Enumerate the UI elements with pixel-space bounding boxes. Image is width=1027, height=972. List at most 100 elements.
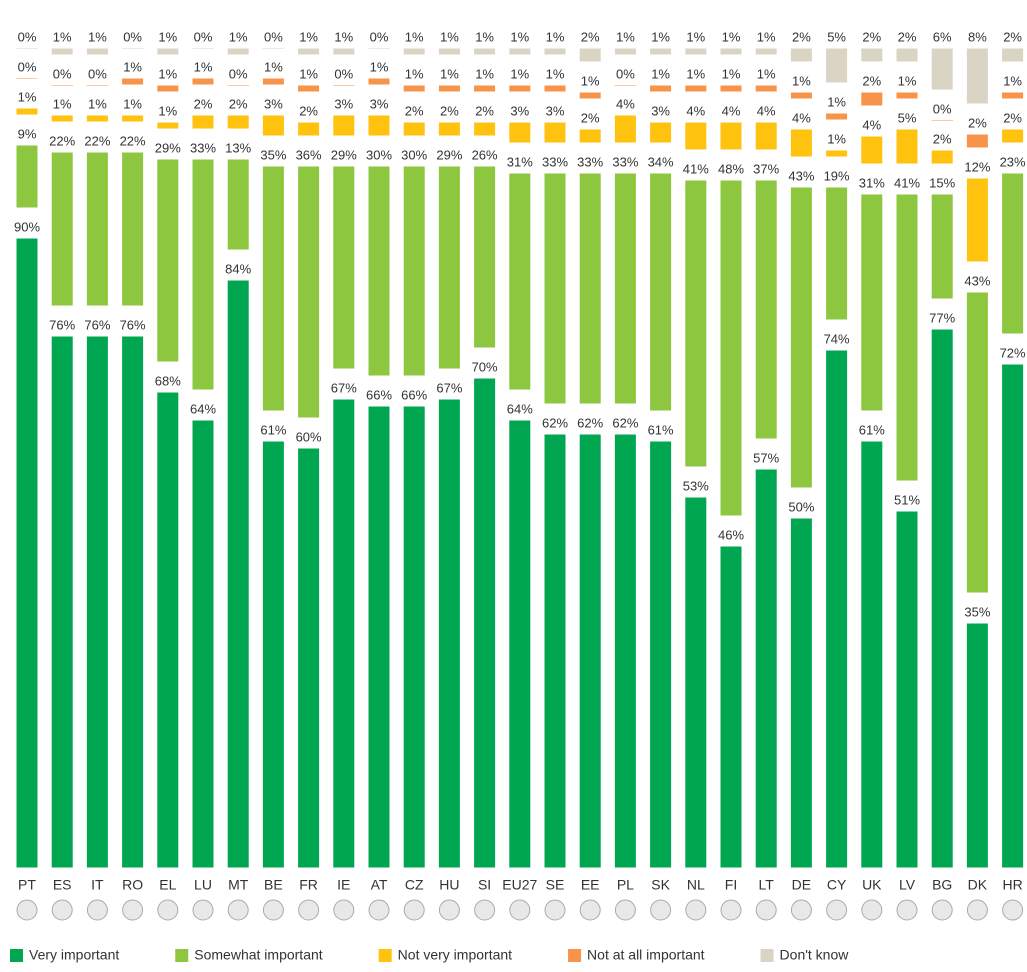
- value-label: 84%: [225, 261, 251, 276]
- value-label: 35%: [260, 147, 286, 162]
- bar-segment: [578, 128, 602, 144]
- flag: [51, 899, 73, 921]
- bar-segment: [367, 165, 391, 377]
- bar-segment: [789, 517, 813, 869]
- flag: [720, 899, 742, 921]
- flag: [896, 899, 918, 921]
- bar-segment: [367, 114, 391, 137]
- value-label: 1%: [88, 96, 107, 111]
- bar-segment: [649, 84, 673, 93]
- bar-segment: [860, 193, 884, 412]
- x-tick-label: AT: [371, 877, 388, 893]
- bar-segment: [684, 121, 708, 151]
- x-tick-label: EL: [159, 877, 176, 893]
- value-label: 8%: [968, 29, 987, 44]
- bar-segment: [332, 165, 356, 370]
- flag: [544, 899, 566, 921]
- bar-segment: [85, 47, 109, 56]
- value-label: 1%: [546, 29, 565, 44]
- value-label: 61%: [260, 422, 286, 437]
- bar-segment: [261, 114, 285, 137]
- value-label: 1%: [792, 73, 811, 88]
- value-label: 2%: [862, 73, 881, 88]
- x-tick-label: FR: [299, 877, 318, 893]
- bar-segment: [261, 47, 285, 50]
- value-label: 30%: [366, 147, 392, 162]
- value-label: 3%: [370, 96, 389, 111]
- value-label: 1%: [158, 29, 177, 44]
- value-label: 1%: [475, 66, 494, 81]
- value-label: 0%: [18, 29, 37, 44]
- value-label: 1%: [440, 66, 459, 81]
- bar-segment: [297, 165, 321, 419]
- bar-segment: [1001, 128, 1025, 144]
- bar-segment: [473, 165, 497, 349]
- value-label: 66%: [366, 387, 392, 402]
- value-label: 1%: [757, 66, 776, 81]
- bar-segment: [402, 405, 426, 869]
- bar-segment: [965, 622, 989, 869]
- value-label: 46%: [718, 527, 744, 542]
- flag: [122, 899, 144, 921]
- bar-segment: [543, 47, 567, 56]
- value-label: 0%: [123, 29, 142, 44]
- value-label: 1%: [757, 29, 776, 44]
- value-label: 1%: [581, 73, 600, 88]
- bar-segment: [473, 47, 497, 56]
- value-label: 76%: [49, 317, 75, 332]
- value-label: 34%: [648, 154, 674, 169]
- bar-segment: [754, 468, 778, 869]
- bar-segment: [789, 91, 813, 100]
- value-label: 0%: [933, 101, 952, 116]
- value-label: 26%: [472, 147, 498, 162]
- value-label: 43%: [788, 168, 814, 183]
- bar-segment: [719, 47, 743, 56]
- value-label: 1%: [53, 96, 72, 111]
- bar-segment: [191, 419, 215, 869]
- x-tick-label: HR: [1002, 877, 1022, 893]
- x-tick-label: RO: [122, 877, 143, 893]
- bar-segment: [367, 405, 391, 869]
- value-label: 64%: [507, 401, 533, 416]
- flag: [298, 899, 320, 921]
- x-tick-label: SI: [478, 877, 491, 893]
- bar-segment: [1001, 47, 1025, 63]
- value-label: 57%: [753, 450, 779, 465]
- value-label: 1%: [651, 29, 670, 44]
- value-label: 4%: [616, 96, 635, 111]
- bar-segment: [473, 377, 497, 869]
- value-label: 1%: [18, 89, 37, 104]
- bar-segment: [156, 121, 180, 130]
- value-label: 2%: [1003, 110, 1022, 125]
- bar-segment: [754, 84, 778, 93]
- bar-segment: [50, 335, 74, 869]
- flag: [509, 899, 531, 921]
- value-label: 23%: [1000, 154, 1026, 169]
- bar-segment: [825, 112, 849, 121]
- value-label: 1%: [299, 29, 318, 44]
- value-label: 5%: [898, 110, 917, 125]
- bar-segment: [754, 179, 778, 440]
- bar-segment: [860, 47, 884, 63]
- value-label: 1%: [123, 96, 142, 111]
- flag: [1002, 899, 1024, 921]
- bar-segment: [297, 84, 321, 93]
- value-label: 2%: [968, 115, 987, 130]
- bar-segment: [15, 47, 39, 50]
- bar-segment: [684, 496, 708, 869]
- value-label: 0%: [88, 66, 107, 81]
- bar-segment: [860, 135, 884, 165]
- bar-segment: [754, 121, 778, 151]
- x-tick-label: CZ: [405, 877, 424, 893]
- value-label: 61%: [859, 422, 885, 437]
- bar-segment: [719, 84, 743, 93]
- bar-segment: [895, 510, 919, 869]
- bar-segment: [15, 237, 39, 869]
- value-label: 31%: [507, 154, 533, 169]
- value-label: 1%: [546, 66, 565, 81]
- bar-segment: [1001, 172, 1025, 335]
- bar-segment: [332, 398, 356, 869]
- value-label: 5%: [827, 29, 846, 44]
- legend-label: Not at all important: [587, 947, 705, 963]
